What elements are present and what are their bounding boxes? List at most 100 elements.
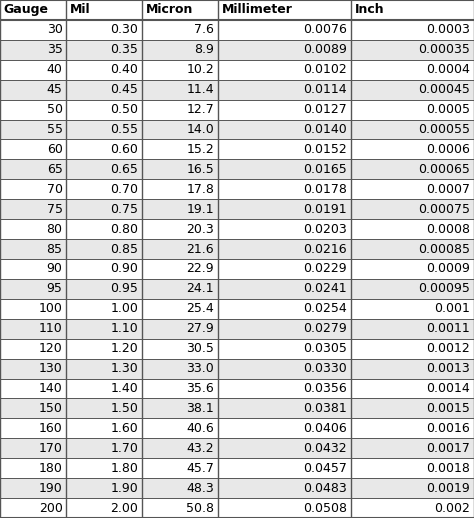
Bar	[66, 498, 142, 518]
Text: 19.1: 19.1	[187, 203, 214, 215]
Text: 0.0152: 0.0152	[303, 143, 347, 156]
Bar	[0, 299, 66, 319]
Bar	[66, 160, 142, 179]
Text: 65: 65	[47, 163, 63, 176]
Text: Millimeter: Millimeter	[222, 4, 293, 17]
Bar	[66, 339, 142, 358]
Text: 0.002: 0.002	[434, 501, 470, 514]
Text: 35.6: 35.6	[186, 382, 214, 395]
Text: 0.90: 0.90	[110, 263, 138, 276]
Bar	[351, 99, 474, 120]
Bar	[218, 40, 351, 60]
Text: 140: 140	[39, 382, 63, 395]
Bar	[351, 358, 474, 379]
Text: 0.0381: 0.0381	[303, 402, 347, 415]
Text: 0.0191: 0.0191	[303, 203, 347, 215]
Text: 0.50: 0.50	[110, 103, 138, 116]
Bar	[66, 179, 142, 199]
Text: 0.0011: 0.0011	[427, 322, 470, 335]
Text: 0.0016: 0.0016	[427, 422, 470, 435]
Text: 0.0004: 0.0004	[426, 63, 470, 76]
Text: 0.0203: 0.0203	[303, 223, 347, 236]
Bar	[0, 160, 66, 179]
Text: 1.50: 1.50	[110, 402, 138, 415]
Text: 0.00055: 0.00055	[418, 123, 470, 136]
Bar	[0, 358, 66, 379]
Text: 0.0254: 0.0254	[303, 303, 347, 315]
Text: 0.00035: 0.00035	[419, 44, 470, 56]
Bar	[351, 179, 474, 199]
Text: 0.00095: 0.00095	[419, 282, 470, 295]
Text: 35: 35	[47, 44, 63, 56]
Text: 0.0015: 0.0015	[426, 402, 470, 415]
Bar	[0, 319, 66, 339]
Text: 12.7: 12.7	[186, 103, 214, 116]
Bar	[142, 99, 218, 120]
Text: 0.0005: 0.0005	[426, 103, 470, 116]
Text: 0.00065: 0.00065	[419, 163, 470, 176]
Bar	[351, 199, 474, 219]
Bar	[66, 259, 142, 279]
Bar	[351, 259, 474, 279]
Bar	[218, 219, 351, 239]
Text: 15.2: 15.2	[186, 143, 214, 156]
Text: 50: 50	[46, 103, 63, 116]
Bar	[0, 419, 66, 438]
Text: 0.0009: 0.0009	[426, 263, 470, 276]
Text: 21.6: 21.6	[187, 242, 214, 255]
Text: 45.7: 45.7	[186, 462, 214, 474]
Bar	[218, 419, 351, 438]
Text: 55: 55	[46, 123, 63, 136]
Bar	[142, 40, 218, 60]
Bar	[66, 80, 142, 99]
Text: 0.0102: 0.0102	[303, 63, 347, 76]
Bar	[142, 398, 218, 419]
Text: 38.1: 38.1	[186, 402, 214, 415]
Text: 0.0305: 0.0305	[303, 342, 347, 355]
Text: 1.40: 1.40	[110, 382, 138, 395]
Bar	[0, 80, 66, 99]
Text: 85: 85	[46, 242, 63, 255]
Bar	[218, 319, 351, 339]
Text: 0.0457: 0.0457	[303, 462, 347, 474]
Text: 190: 190	[39, 482, 63, 495]
Bar	[0, 219, 66, 239]
Bar	[351, 279, 474, 299]
Text: 20.3: 20.3	[186, 223, 214, 236]
Text: 1.60: 1.60	[110, 422, 138, 435]
Text: 0.0003: 0.0003	[426, 23, 470, 36]
Bar	[351, 80, 474, 99]
Text: 0.0178: 0.0178	[303, 183, 347, 196]
Bar	[142, 279, 218, 299]
Bar	[0, 40, 66, 60]
Text: 0.00075: 0.00075	[418, 203, 470, 215]
Text: 95: 95	[47, 282, 63, 295]
Text: 48.3: 48.3	[186, 482, 214, 495]
Text: 25.4: 25.4	[186, 303, 214, 315]
Bar	[218, 199, 351, 219]
Text: 200: 200	[39, 501, 63, 514]
Bar	[66, 398, 142, 419]
Bar	[351, 299, 474, 319]
Bar	[351, 398, 474, 419]
Bar	[66, 358, 142, 379]
Bar	[66, 219, 142, 239]
Bar	[66, 139, 142, 160]
Bar	[218, 20, 351, 40]
Text: 170: 170	[39, 442, 63, 455]
Bar	[351, 160, 474, 179]
Text: 0.35: 0.35	[110, 44, 138, 56]
Bar	[218, 259, 351, 279]
Text: 1.10: 1.10	[110, 322, 138, 335]
Bar	[142, 139, 218, 160]
Bar	[351, 419, 474, 438]
Text: Gauge: Gauge	[4, 4, 49, 17]
Bar	[218, 438, 351, 458]
Text: 0.65: 0.65	[110, 163, 138, 176]
Bar	[351, 498, 474, 518]
Bar	[218, 379, 351, 398]
Bar	[0, 398, 66, 419]
Text: 1.80: 1.80	[110, 462, 138, 474]
Bar	[66, 20, 142, 40]
Text: 11.4: 11.4	[187, 83, 214, 96]
